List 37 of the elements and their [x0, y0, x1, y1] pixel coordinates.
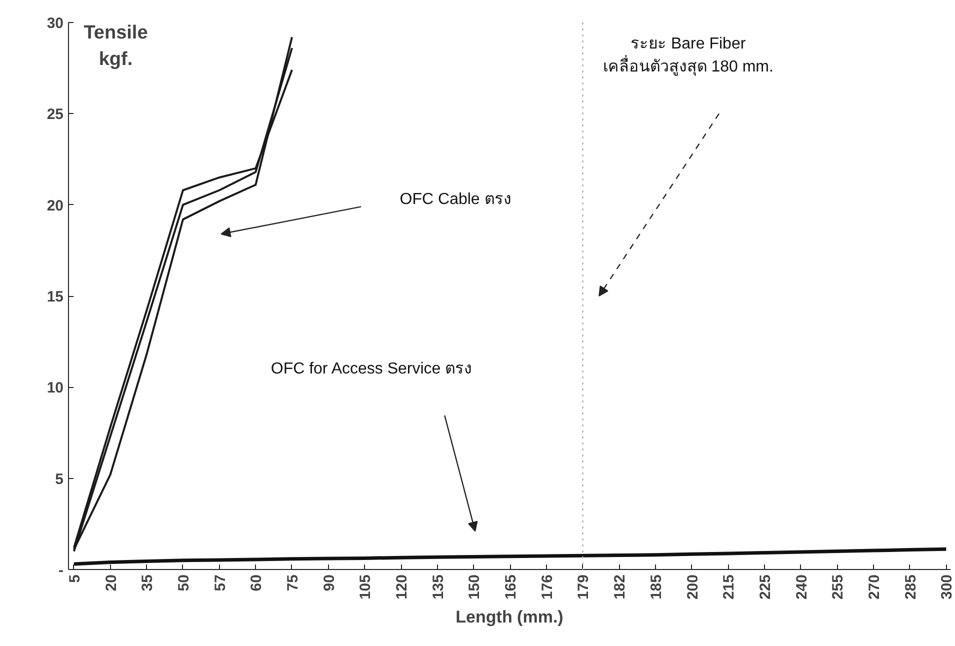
y-tick-label: -	[58, 562, 64, 579]
x-tick-label: 215	[720, 574, 738, 600]
x-tick-label: 225	[756, 574, 774, 600]
y-tick-label: 25	[46, 106, 64, 124]
x-tick-label: 57	[212, 574, 229, 592]
y-tick-label: 30	[46, 15, 64, 32]
x-tick-label: 240	[793, 574, 810, 600]
x-tick-label: 60	[248, 574, 266, 592]
x-tick-label: 75	[284, 574, 302, 592]
x-tick-label: 255	[830, 574, 847, 600]
y-tick-label: 20	[46, 197, 64, 214]
x-tick-label: 5	[66, 574, 84, 583]
x-tick-label: 135	[430, 574, 447, 600]
x-tick-label: 150	[466, 574, 484, 600]
annotation: OFC Cable ตรง	[400, 190, 512, 208]
y-tick-label: 10	[46, 380, 64, 397]
x-tick-label: 120	[394, 574, 411, 600]
x-tick-label: 50	[175, 574, 192, 592]
x-tick-label: 185	[648, 574, 665, 600]
y-tick-label: 15	[46, 288, 64, 306]
x-tick-label: 270	[866, 574, 883, 600]
x-tick-label: 200	[684, 574, 702, 600]
x-tick-label: 35	[139, 574, 156, 592]
x-tick-label: 300	[938, 574, 955, 600]
x-axis-title: Length (mm.)	[456, 608, 564, 627]
x-tick-label: 176	[538, 574, 556, 600]
annotation: OFC for Access Service ตรง	[270, 360, 472, 378]
y-axis-title: Tensile kgf.	[84, 22, 148, 70]
x-tick-label: 182	[612, 574, 629, 600]
x-tick-label: 165	[502, 574, 520, 600]
y-tick-label: 5	[55, 470, 64, 488]
annotation: ระยะ Bare Fiber เคลื่อนตัวสูงสุด 180 mm.	[602, 35, 774, 76]
x-tick-label: 20	[102, 574, 120, 592]
x-tick-label: 285	[902, 574, 920, 600]
x-tick-label: 179	[575, 574, 592, 600]
x-tick-label: 90	[320, 574, 338, 592]
x-tick-label: 105	[357, 574, 374, 600]
